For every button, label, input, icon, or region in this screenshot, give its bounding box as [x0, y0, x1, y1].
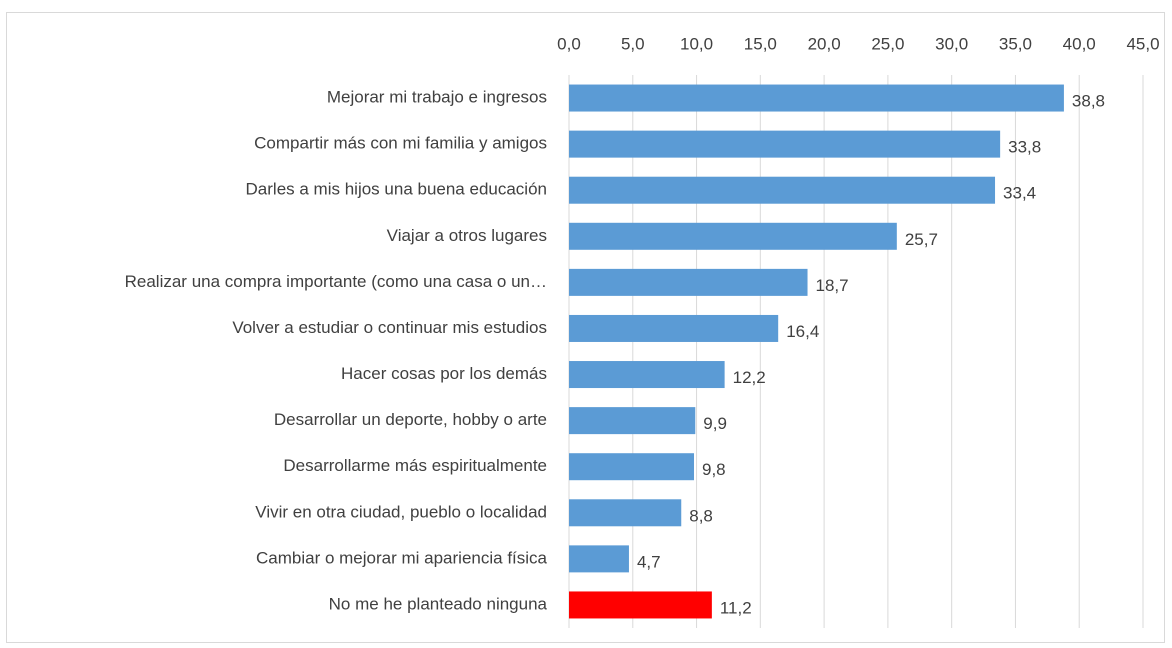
x-tick-label: 10,0 — [680, 34, 713, 53]
bar — [569, 591, 712, 619]
value-label: 9,9 — [703, 414, 727, 433]
y-tick-label: Vivir en otra ciudad, pueblo o localidad — [255, 502, 547, 521]
value-label: 8,8 — [689, 506, 713, 525]
value-label: 4,7 — [637, 552, 661, 571]
value-label: 33,8 — [1008, 138, 1041, 157]
x-tick-label: 30,0 — [935, 34, 968, 53]
y-tick-label: Viajar a otros lugares — [387, 226, 547, 245]
bar — [569, 545, 629, 573]
value-label: 33,4 — [1003, 184, 1036, 203]
y-tick-label: Compartir más con mi familia y amigos — [254, 134, 547, 153]
bar — [569, 314, 779, 342]
y-tick-label: Realizar una compra importante (como una… — [125, 272, 547, 291]
value-label: 16,4 — [786, 322, 819, 341]
y-tick-label: Volver a estudiar o continuar mis estudi… — [232, 318, 547, 337]
y-tick-label: Mejorar mi trabajo e ingresos — [327, 88, 547, 107]
y-tick-label: Darles a mis hijos una buena educación — [246, 180, 547, 199]
bar — [569, 453, 695, 481]
bar — [569, 361, 725, 389]
bar — [569, 130, 1001, 158]
x-tick-label: 15,0 — [744, 34, 777, 53]
bar — [569, 176, 996, 204]
y-tick-label: Desarrollar un deporte, hobby o arte — [274, 410, 547, 429]
value-label: 18,7 — [816, 276, 849, 295]
x-tick-label: 35,0 — [999, 34, 1032, 53]
y-tick-label: Desarrollarme más espiritualmente — [283, 456, 547, 475]
x-tick-label: 5,0 — [621, 34, 645, 53]
x-tick-label: 0,0 — [557, 34, 581, 53]
y-tick-label: No me he planteado ninguna — [329, 594, 548, 613]
bar — [569, 222, 897, 250]
x-tick-label: 25,0 — [871, 34, 904, 53]
value-label: 38,8 — [1072, 92, 1105, 111]
x-tick-label: 45,0 — [1126, 34, 1159, 53]
bar — [569, 407, 696, 435]
bar — [569, 84, 1064, 112]
bar — [569, 499, 682, 527]
value-label: 25,7 — [905, 230, 938, 249]
x-tick-label: 40,0 — [1063, 34, 1096, 53]
value-label: 9,8 — [702, 460, 726, 479]
value-label: 11,2 — [720, 598, 752, 617]
y-tick-label: Cambiar o mejorar mi apariencia física — [256, 548, 548, 567]
value-label: 12,2 — [733, 368, 766, 387]
bar — [569, 268, 808, 296]
y-tick-label: Hacer cosas por los demás — [341, 364, 547, 383]
x-tick-label: 20,0 — [808, 34, 841, 53]
